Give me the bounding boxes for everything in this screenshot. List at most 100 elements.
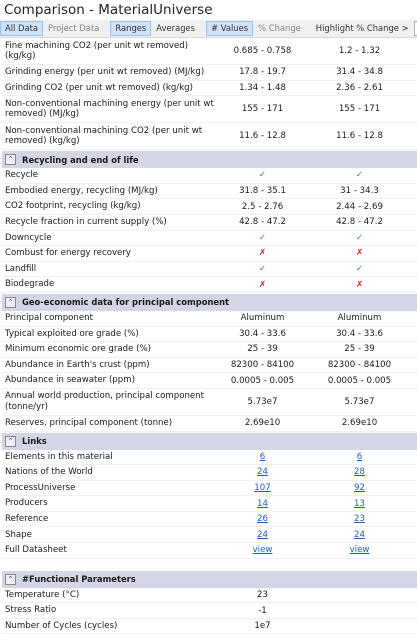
link[interactable]: 24 xyxy=(257,467,268,478)
value: ✓ xyxy=(258,264,267,275)
collapse-icon[interactable]: ⌃ xyxy=(5,154,16,166)
section-title: #Functional Parameters xyxy=(22,574,136,585)
table-row: Grinding CO2 (per unit wt removed) (kg/k… xyxy=(2,81,417,97)
value-cell: Aluminum xyxy=(311,313,408,323)
table-row: Full Datasheet view view xyxy=(2,543,417,559)
value: 42.8 - 47.2 xyxy=(239,217,286,228)
all-data-button[interactable]: All Data xyxy=(0,21,44,36)
averages-button[interactable]: Averages xyxy=(156,23,196,33)
value-cell: 23 xyxy=(214,590,311,600)
link[interactable]: 24 xyxy=(257,529,268,540)
toolbar: All Data Project Data Ranges Averages # … xyxy=(0,20,417,38)
value: ✓ xyxy=(258,232,267,243)
table-row: CO2 footprint, recycling (kg/kg) 2.5 - 2.… xyxy=(2,199,417,215)
value-cell: 5.73e7 xyxy=(214,397,311,407)
value-cell: 31 - 34.3 xyxy=(311,186,408,196)
link[interactable]: 92 xyxy=(354,482,365,493)
section-header[interactable]: ⌃ Recycling and end of life xyxy=(2,151,417,169)
value-cell: 0.685 - 0.758 xyxy=(214,46,311,56)
value: 31 - 34.3 xyxy=(340,186,379,197)
value: ✗ xyxy=(355,279,364,290)
link[interactable]: 6 xyxy=(356,451,363,462)
link[interactable]: 107 xyxy=(254,482,271,493)
change-button[interactable]: % Change xyxy=(258,23,301,33)
property-label: Non-conventional machining energy (per u… xyxy=(5,98,214,120)
property-label: Recycle xyxy=(5,170,39,181)
table-row: Minimum economic ore grade (%) 25 - 39 25 … xyxy=(2,342,417,358)
value-cell: 24 xyxy=(214,530,311,540)
value-cell: 107 xyxy=(214,483,311,493)
table-row: Elements in this material 6 6 xyxy=(2,450,417,466)
value-cell: view xyxy=(214,545,311,555)
value-cell: 26 xyxy=(214,514,311,524)
value-cell: 24 xyxy=(214,467,311,477)
link[interactable]: 26 xyxy=(257,514,268,525)
value: 2.5 - 2.76 xyxy=(241,201,284,212)
value-cell: 1.2 - 1.32 xyxy=(311,46,408,56)
link[interactable]: 6 xyxy=(259,451,266,462)
value-cell: 30.4 - 33.6 xyxy=(214,329,311,339)
table-row: Reserves, principal component (tonne) 2.6… xyxy=(2,416,417,432)
value-cell: 11.6 - 12.8 xyxy=(311,131,408,141)
value-cell: 5.73e7 xyxy=(311,397,408,407)
property-label: Grinding CO2 (per unit wt removed) (kg/k… xyxy=(5,82,193,93)
value: 30.4 - 33.6 xyxy=(239,328,286,339)
link[interactable]: 28 xyxy=(354,467,365,478)
link[interactable]: 13 xyxy=(354,498,365,509)
collapse-icon[interactable]: ⌃ xyxy=(5,573,16,585)
values-button[interactable]: # Values xyxy=(206,21,254,36)
section-header[interactable]: ⌃ Geo-economic data for principal compone… xyxy=(2,293,417,311)
section-header[interactable]: ⌃ #Functional Parameters xyxy=(2,570,417,588)
link[interactable]: view xyxy=(349,545,370,556)
value-cell: 0.0005 - 0.005 xyxy=(311,376,408,386)
value-cell: Aluminum xyxy=(214,313,311,323)
property-label: Downcycle xyxy=(5,232,52,243)
value-cell: 42.8 - 47.2 xyxy=(311,217,408,227)
value-cell: 25 - 39 xyxy=(214,344,311,354)
collapse-icon[interactable]: ⌃ xyxy=(5,296,16,308)
ranges-button[interactable]: Ranges xyxy=(110,21,152,36)
value-cell: ✓ xyxy=(214,233,311,243)
value: Aluminum xyxy=(337,313,382,324)
spacer xyxy=(2,559,417,570)
table-row: Principal component Aluminum Aluminum xyxy=(2,311,417,327)
collapse-icon[interactable]: ⌃ xyxy=(5,435,16,447)
table-row: Combust for energy recovery ✗ ✗ xyxy=(2,246,417,262)
project-data-button[interactable]: Project Data xyxy=(48,23,100,33)
property-label: ProcessUniverse xyxy=(5,482,76,493)
property-label: Principal component xyxy=(5,312,93,323)
property-label: Number of Cycles (cycles) xyxy=(5,620,118,631)
value: 82300 - 84100 xyxy=(327,360,392,371)
link[interactable]: 23 xyxy=(354,514,365,525)
value: 155 - 171 xyxy=(338,104,381,115)
value: 23 xyxy=(257,589,268,600)
link[interactable]: 24 xyxy=(354,529,365,540)
highlight-change-label: Highlight % Change > xyxy=(315,23,409,33)
section-title: Links xyxy=(22,436,47,446)
value-cell: 25 - 39 xyxy=(311,344,408,354)
table-row: Stress Ratio -1 xyxy=(2,603,417,619)
value-cell: ✗ xyxy=(311,280,408,290)
value-cell: ✓ xyxy=(311,233,408,243)
table-row: Nations of the World 24 28 xyxy=(2,465,417,481)
property-label: Combust for energy recovery xyxy=(5,248,131,259)
property-label: CO2 footprint, recycling (kg/kg) xyxy=(5,201,141,212)
highlight-input[interactable]: 10 xyxy=(413,21,417,36)
value-cell: 2.69e10 xyxy=(311,418,408,428)
value: 2.36 - 2.61 xyxy=(336,82,383,93)
value-cell: 31.8 - 35.1 xyxy=(214,186,311,196)
value: Aluminum xyxy=(240,313,285,324)
value: ✓ xyxy=(258,170,267,181)
link[interactable]: view xyxy=(252,545,273,556)
link[interactable]: 14 xyxy=(257,498,268,509)
section-header[interactable]: ⌃ Links xyxy=(2,432,417,450)
property-label: Non-conventional machining CO2 (per unit… xyxy=(5,125,203,147)
value: ✗ xyxy=(258,279,267,290)
table-row: Reference 26 23 xyxy=(2,512,417,528)
table-row: Producers 14 13 xyxy=(2,496,417,512)
value-cell: 17.8 - 19.7 xyxy=(214,67,311,77)
value-cell: 23 xyxy=(311,514,408,524)
property-label: Temperature (°C) xyxy=(5,589,80,600)
property-label: Producers xyxy=(5,498,48,509)
table-row: Abundance in seawater (ppm) 0.0005 - 0.00… xyxy=(2,373,417,389)
